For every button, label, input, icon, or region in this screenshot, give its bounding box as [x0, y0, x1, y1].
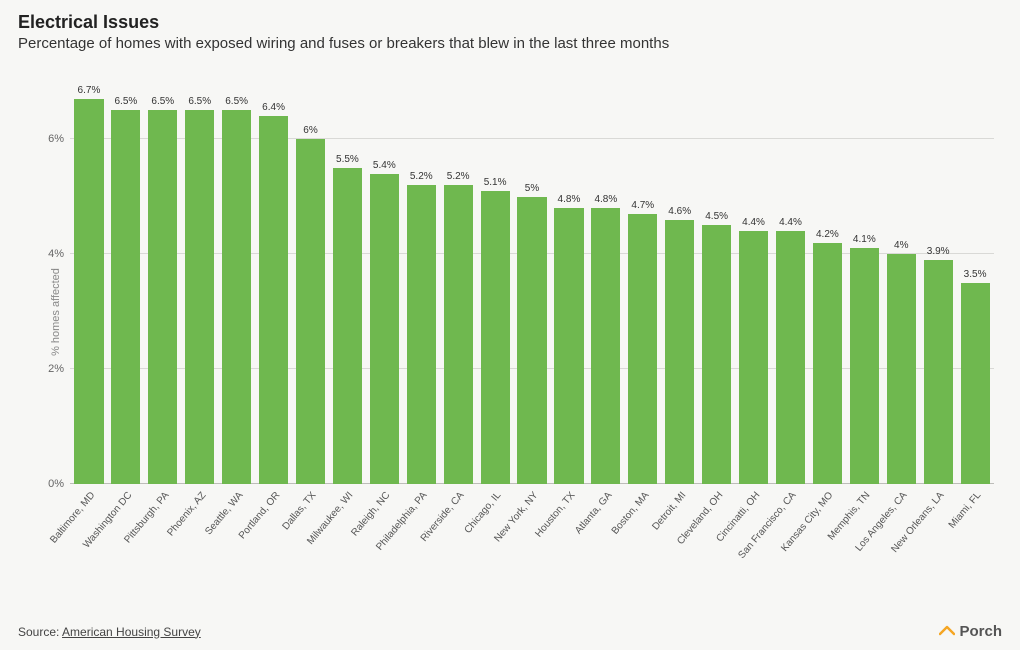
x-label-slot: Miami, FL — [958, 486, 992, 562]
bar-value-label: 6.5% — [225, 96, 248, 110]
bar-slot: 6.5% — [146, 70, 180, 484]
bar-value-label: 6.7% — [78, 85, 101, 99]
bar-slot: 4.6% — [663, 70, 697, 484]
bar: 5.2% — [407, 185, 436, 484]
bar-slot: 4.8% — [552, 70, 586, 484]
bar: 4.4% — [776, 231, 805, 484]
bar-value-label: 3.5% — [964, 269, 987, 283]
bar-slot: 4.1% — [847, 70, 881, 484]
bar: 6.5% — [222, 110, 251, 484]
bar-slot: 6.5% — [183, 70, 217, 484]
plot-region: 6.7%6.5%6.5%6.5%6.5%6.4%6%5.5%5.4%5.2%5.… — [70, 70, 994, 484]
chart-subtitle: Percentage of homes with exposed wiring … — [18, 35, 1002, 52]
y-tick-label: 0% — [32, 478, 64, 490]
bar-value-label: 4.1% — [853, 234, 876, 248]
bar-slot: 4.2% — [810, 70, 844, 484]
porch-icon — [939, 625, 955, 639]
bar: 6.5% — [148, 110, 177, 484]
bar-value-label: 5.4% — [373, 160, 396, 174]
bar-value-label: 5.5% — [336, 154, 359, 168]
bar-value-label: 6.4% — [262, 102, 285, 116]
bar: 6% — [296, 139, 325, 484]
bar: 3.9% — [924, 260, 953, 484]
bar-slot: 6.5% — [109, 70, 143, 484]
bar-slot: 6.4% — [257, 70, 291, 484]
bar: 5.2% — [444, 185, 473, 484]
bar-slot: 6.5% — [220, 70, 254, 484]
bar-value-label: 4.8% — [594, 194, 617, 208]
source-link[interactable]: American Housing Survey — [62, 625, 201, 639]
bar: 6.4% — [259, 116, 288, 484]
bar-value-label: 4% — [894, 240, 908, 254]
bar: 6.5% — [185, 110, 214, 484]
bar-value-label: 3.9% — [927, 246, 950, 260]
bar: 4.6% — [665, 220, 694, 485]
bar-value-label: 6.5% — [188, 96, 211, 110]
bar: 4.2% — [813, 243, 842, 485]
bar-value-label: 5% — [525, 183, 539, 197]
bar: 4.8% — [591, 208, 620, 484]
bar-value-label: 6.5% — [151, 96, 174, 110]
bar-slot: 5.5% — [330, 70, 364, 484]
bar: 3.5% — [961, 283, 990, 484]
y-tick-label: 4% — [32, 248, 64, 260]
bar-slot: 5.1% — [478, 70, 512, 484]
bar-slot: 4% — [884, 70, 918, 484]
bar-slot: 4.8% — [589, 70, 623, 484]
bar-slot: 4.7% — [626, 70, 660, 484]
bar-slot: 4.5% — [700, 70, 734, 484]
bar-value-label: 5.2% — [410, 171, 433, 185]
bar: 5.1% — [481, 191, 510, 484]
bar-slot: 3.5% — [958, 70, 992, 484]
bar-slot: 6% — [294, 70, 328, 484]
bar-value-label: 4.7% — [631, 200, 654, 214]
bar-slot: 6.7% — [72, 70, 106, 484]
chart-title: Electrical Issues — [18, 12, 1002, 33]
source-prefix: Source: — [18, 625, 62, 639]
bar-slot: 5% — [515, 70, 549, 484]
bar-value-label: 4.4% — [779, 217, 802, 231]
bar-slot: 5.2% — [404, 70, 438, 484]
bar-value-label: 4.2% — [816, 229, 839, 243]
chart-area: % homes affected 6.7%6.5%6.5%6.5%6.5%6.4… — [18, 62, 1002, 562]
bar: 4.1% — [850, 248, 879, 484]
bar-value-label: 6% — [303, 125, 317, 139]
source-text: Source: American Housing Survey — [18, 625, 201, 639]
y-tick-label: 2% — [32, 363, 64, 375]
bar-slot: 3.9% — [921, 70, 955, 484]
bar: 6.7% — [74, 99, 103, 484]
bar-value-label: 5.2% — [447, 171, 470, 185]
bar: 4.8% — [554, 208, 583, 484]
bar-value-label: 4.8% — [558, 194, 581, 208]
y-tick-label: 6% — [32, 133, 64, 145]
bar: 4% — [887, 254, 916, 484]
bar: 5% — [517, 197, 546, 485]
bar: 4.4% — [739, 231, 768, 484]
bar-value-label: 5.1% — [484, 177, 507, 191]
bar-slot: 4.4% — [774, 70, 808, 484]
bar-slot: 5.2% — [441, 70, 475, 484]
bar-slot: 5.4% — [367, 70, 401, 484]
bar: 5.5% — [333, 168, 362, 484]
bars-container: 6.7%6.5%6.5%6.5%6.5%6.4%6%5.5%5.4%5.2%5.… — [70, 70, 994, 484]
y-axis-label: % homes affected — [50, 268, 62, 356]
bar-value-label: 4.6% — [668, 206, 691, 220]
bar: 5.4% — [370, 174, 399, 485]
bar-slot: 4.4% — [737, 70, 771, 484]
brand-name: Porch — [959, 623, 1002, 640]
brand-logo: Porch — [939, 623, 1002, 640]
bar: 4.7% — [628, 214, 657, 484]
bar: 6.5% — [111, 110, 140, 484]
footer: Source: American Housing Survey Porch — [18, 623, 1002, 640]
bar-value-label: 4.4% — [742, 217, 765, 231]
bar: 4.5% — [702, 225, 731, 484]
x-labels-container: Baltimore, MDWashington DCPittsburgh, PA… — [70, 486, 994, 562]
bar-value-label: 4.5% — [705, 211, 728, 225]
bar-value-label: 6.5% — [114, 96, 137, 110]
